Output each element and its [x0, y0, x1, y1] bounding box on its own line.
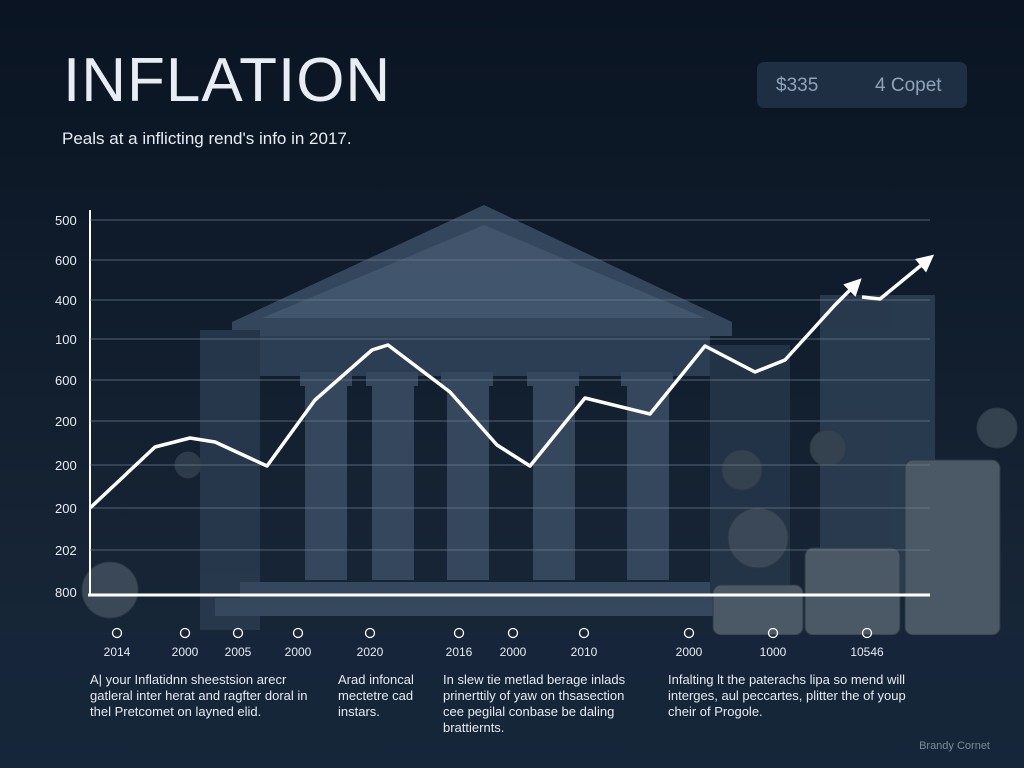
x-marker [683, 627, 695, 639]
x-marker [179, 627, 191, 639]
caption: A| your Inflatidnn sheestsion arecr gatl… [90, 672, 308, 719]
x-label: 2005 [225, 645, 252, 659]
subtitle: Peals at a inflicting rend's info in 201… [62, 129, 352, 148]
y-label: 200 [55, 501, 77, 516]
x-label: 2016 [446, 645, 473, 659]
badge [757, 62, 967, 108]
badge-amount: $335 [776, 75, 818, 96]
coin-stacks [81, 407, 1018, 636]
x-label: 1000 [760, 645, 787, 659]
x-label: 10546 [850, 645, 884, 659]
trend-line [88, 278, 862, 510]
y-label: 600 [55, 373, 77, 388]
title: INFLATION [63, 46, 391, 115]
caption: Infalting lt the paterachs lipa so mend … [668, 672, 906, 719]
badge-label: 4 Copet [875, 75, 942, 96]
x-marker [111, 627, 123, 639]
caption: In slew tie metlad berage inlads prinert… [443, 672, 626, 735]
x-marker [292, 627, 304, 639]
x-marker [453, 627, 465, 639]
x-marker [232, 627, 244, 639]
y-label: 202 [55, 543, 77, 558]
trend-line-end [861, 254, 935, 301]
y-label: 600 [55, 253, 77, 268]
x-marker [767, 627, 779, 639]
x-marker [364, 627, 376, 639]
y-label: 400 [55, 293, 77, 308]
x-label: 2000 [676, 645, 703, 659]
y-label: 500 [55, 213, 77, 228]
bottom-band [0, 635, 1024, 768]
x-label: 2020 [357, 645, 384, 659]
footer: Brandy Cornet [919, 740, 990, 752]
x-marker [861, 627, 873, 639]
temple-illustration [200, 205, 935, 630]
y-label: 800 [55, 585, 77, 600]
x-label: 2010 [571, 645, 598, 659]
x-label: 2014 [104, 645, 131, 659]
caption: Arad infoncal mectetre cad instars. [338, 672, 414, 719]
x-marker [578, 627, 590, 639]
y-label: 100 [55, 332, 77, 347]
x-label: 2000 [172, 645, 199, 659]
x-marker [507, 627, 519, 639]
y-label: 200 [55, 414, 77, 429]
y-label: 200 [55, 458, 77, 473]
x-label: 2000 [285, 645, 312, 659]
x-label: 2000 [500, 645, 527, 659]
